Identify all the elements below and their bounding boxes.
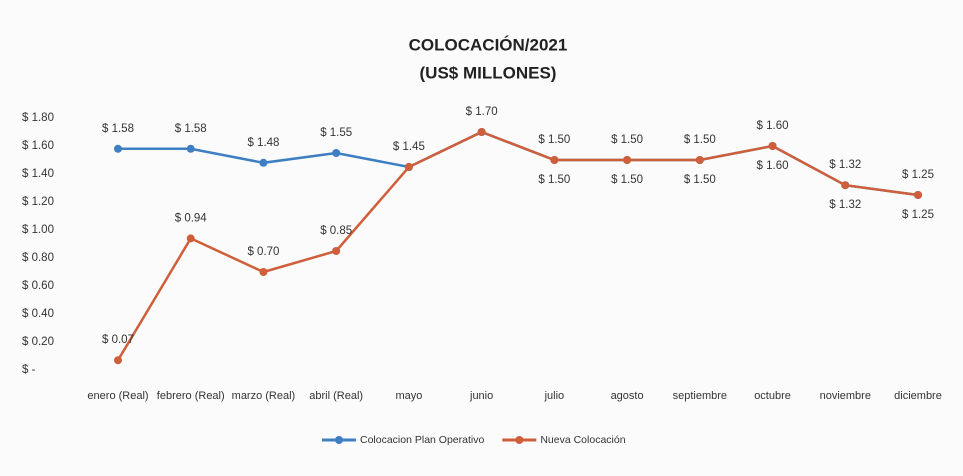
data-label: $ 1.25 bbox=[902, 169, 934, 181]
legend-marker bbox=[515, 436, 524, 444]
x-tick-label: diciembre bbox=[894, 390, 942, 402]
point bbox=[114, 356, 122, 365]
point bbox=[550, 156, 559, 164]
data-label: $ 1.32 bbox=[829, 199, 861, 211]
data-label: $ 0.85 bbox=[320, 225, 352, 237]
legend-marker bbox=[335, 436, 343, 444]
data-label: $ 1.50 bbox=[538, 134, 570, 146]
data-label: $ 1.50 bbox=[538, 174, 570, 186]
data-label: $ 1.50 bbox=[611, 174, 643, 186]
data-label: $ 1.60 bbox=[757, 160, 789, 172]
y-tick-label: $ 0.80 bbox=[22, 252, 54, 264]
point bbox=[332, 247, 341, 255]
data-label: $ 1.50 bbox=[611, 134, 643, 146]
point bbox=[623, 156, 632, 164]
point bbox=[186, 234, 195, 243]
point bbox=[914, 191, 922, 199]
data-label: $ 1.55 bbox=[320, 127, 352, 139]
x-tick-label: junio bbox=[469, 390, 493, 402]
legend-label: Colocacion Plan Operativo bbox=[360, 434, 484, 446]
data-label: $ 1.58 bbox=[102, 123, 134, 135]
data-label: $ 1.25 bbox=[902, 209, 934, 221]
y-tick-label: $ - bbox=[22, 364, 36, 376]
data-label: $ 1.58 bbox=[175, 123, 207, 135]
data-label: $ 1.70 bbox=[466, 106, 498, 118]
x-tick-label: enero (Real) bbox=[87, 390, 148, 402]
data-label: $ 1.48 bbox=[247, 137, 279, 149]
point bbox=[695, 156, 704, 164]
y-tick-label: $ 1.20 bbox=[22, 196, 54, 208]
point bbox=[841, 181, 850, 190]
data-label: $ 1.45 bbox=[393, 141, 425, 153]
point bbox=[114, 144, 122, 153]
x-tick-label: febrero (Real) bbox=[157, 390, 225, 402]
y-tick-label: $ 1.40 bbox=[22, 168, 54, 180]
data-label: $ 1.50 bbox=[684, 134, 716, 146]
point bbox=[768, 142, 777, 150]
x-tick-label: noviembre bbox=[820, 390, 871, 402]
x-tick-label: septiembre bbox=[673, 390, 727, 402]
point bbox=[477, 128, 486, 136]
point bbox=[186, 144, 195, 153]
series-line bbox=[116, 130, 919, 361]
x-tick-label: marzo (Real) bbox=[232, 390, 296, 402]
y-tick-label: $ 0.40 bbox=[22, 308, 54, 320]
chart-title: COLOCACIÓN/2021 bbox=[409, 35, 568, 54]
y-tick-label: $ 1.80 bbox=[22, 112, 54, 124]
series-line bbox=[118, 130, 919, 197]
data-label: $ 1.32 bbox=[829, 159, 861, 171]
x-tick-label: mayo bbox=[395, 390, 422, 402]
x-tick-label: octubre bbox=[754, 390, 791, 402]
y-tick-label: $ 0.60 bbox=[22, 280, 54, 292]
chart-subtitle: (US$ MILLONES) bbox=[420, 63, 557, 82]
y-tick-label: $ 1.60 bbox=[22, 140, 54, 152]
x-tick-label: abril (Real) bbox=[309, 390, 363, 402]
legend-label: Nueva Colocación bbox=[540, 434, 625, 446]
data-label: $ 0.07 bbox=[102, 334, 134, 346]
data-label: $ 0.70 bbox=[247, 246, 279, 258]
y-tick-label: $ 1.00 bbox=[22, 224, 54, 236]
x-tick-label: agosto bbox=[611, 390, 644, 402]
point bbox=[332, 149, 341, 157]
data-label: $ 0.94 bbox=[175, 212, 208, 224]
data-label: $ 1.50 bbox=[684, 174, 716, 186]
point bbox=[259, 158, 268, 167]
data-label: $ 1.60 bbox=[757, 120, 789, 132]
y-tick-label: $ 0.20 bbox=[22, 336, 54, 348]
x-tick-label: julio bbox=[544, 390, 565, 402]
point bbox=[259, 268, 268, 276]
point bbox=[404, 163, 413, 171]
